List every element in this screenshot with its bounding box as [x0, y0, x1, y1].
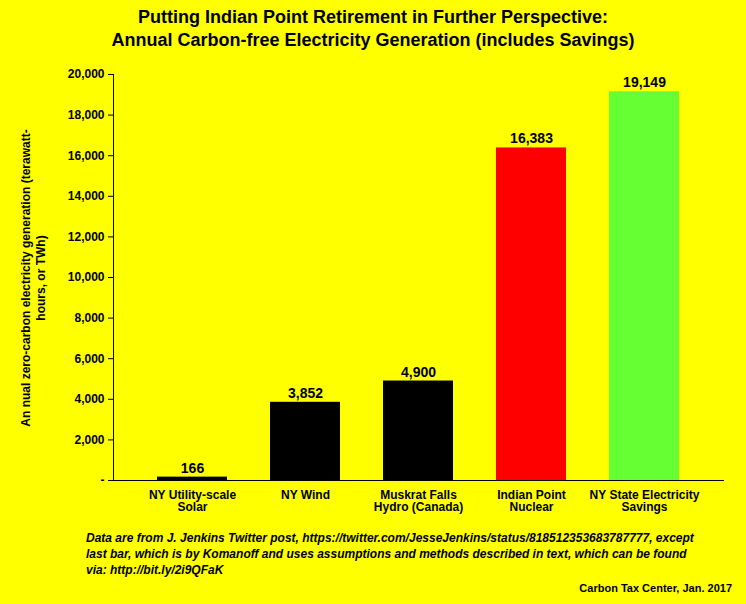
- svg-text:Muskrat FallsHydro (Canada): Muskrat FallsHydro (Canada): [374, 488, 463, 514]
- svg-text:20,000: 20,000: [68, 67, 105, 81]
- svg-text:16,000: 16,000: [68, 149, 105, 163]
- svg-text:4,000: 4,000: [74, 392, 104, 406]
- svg-text:Indian PointNuclear: Indian PointNuclear: [497, 488, 566, 514]
- svg-text:NY State ElectricitySavings: NY State ElectricitySavings: [590, 488, 700, 514]
- svg-text:16,383: 16,383: [510, 130, 553, 146]
- svg-text:166: 166: [181, 460, 205, 476]
- svg-text:19,149: 19,149: [623, 74, 666, 90]
- html-text:Putting Indian Point Retiremen: Putting Indian Point Retirement in Furth…: [111, 7, 635, 50]
- svg-text:-: -: [101, 473, 105, 487]
- svg-text:4,900: 4,900: [401, 364, 436, 380]
- svg-text:NY Wind: NY Wind: [281, 488, 330, 502]
- svg-text:3,852: 3,852: [288, 385, 323, 401]
- html-text:An nual zero-carbon electricit: An nual zero-carbon electricity generati…: [19, 129, 48, 427]
- svg-text:18,000: 18,000: [68, 108, 105, 122]
- svg-text:14,000: 14,000: [68, 189, 105, 203]
- svg-text:6,000: 6,000: [74, 352, 104, 366]
- html-text:Data are from J. Jenkins Twitt: Data are from J. Jenkins Twitter post, h…: [86, 531, 694, 577]
- svg-text:8,000: 8,000: [74, 311, 104, 325]
- svg-text:2,000: 2,000: [74, 433, 104, 447]
- svg-text:10,000: 10,000: [68, 270, 105, 284]
- svg-text:NY Utility-scaleSolar: NY Utility-scaleSolar: [149, 488, 236, 514]
- html-text:Carbon Tax Center, Jan. 2017: Carbon Tax Center, Jan. 2017: [579, 582, 732, 594]
- svg-text:12,000: 12,000: [68, 230, 105, 244]
